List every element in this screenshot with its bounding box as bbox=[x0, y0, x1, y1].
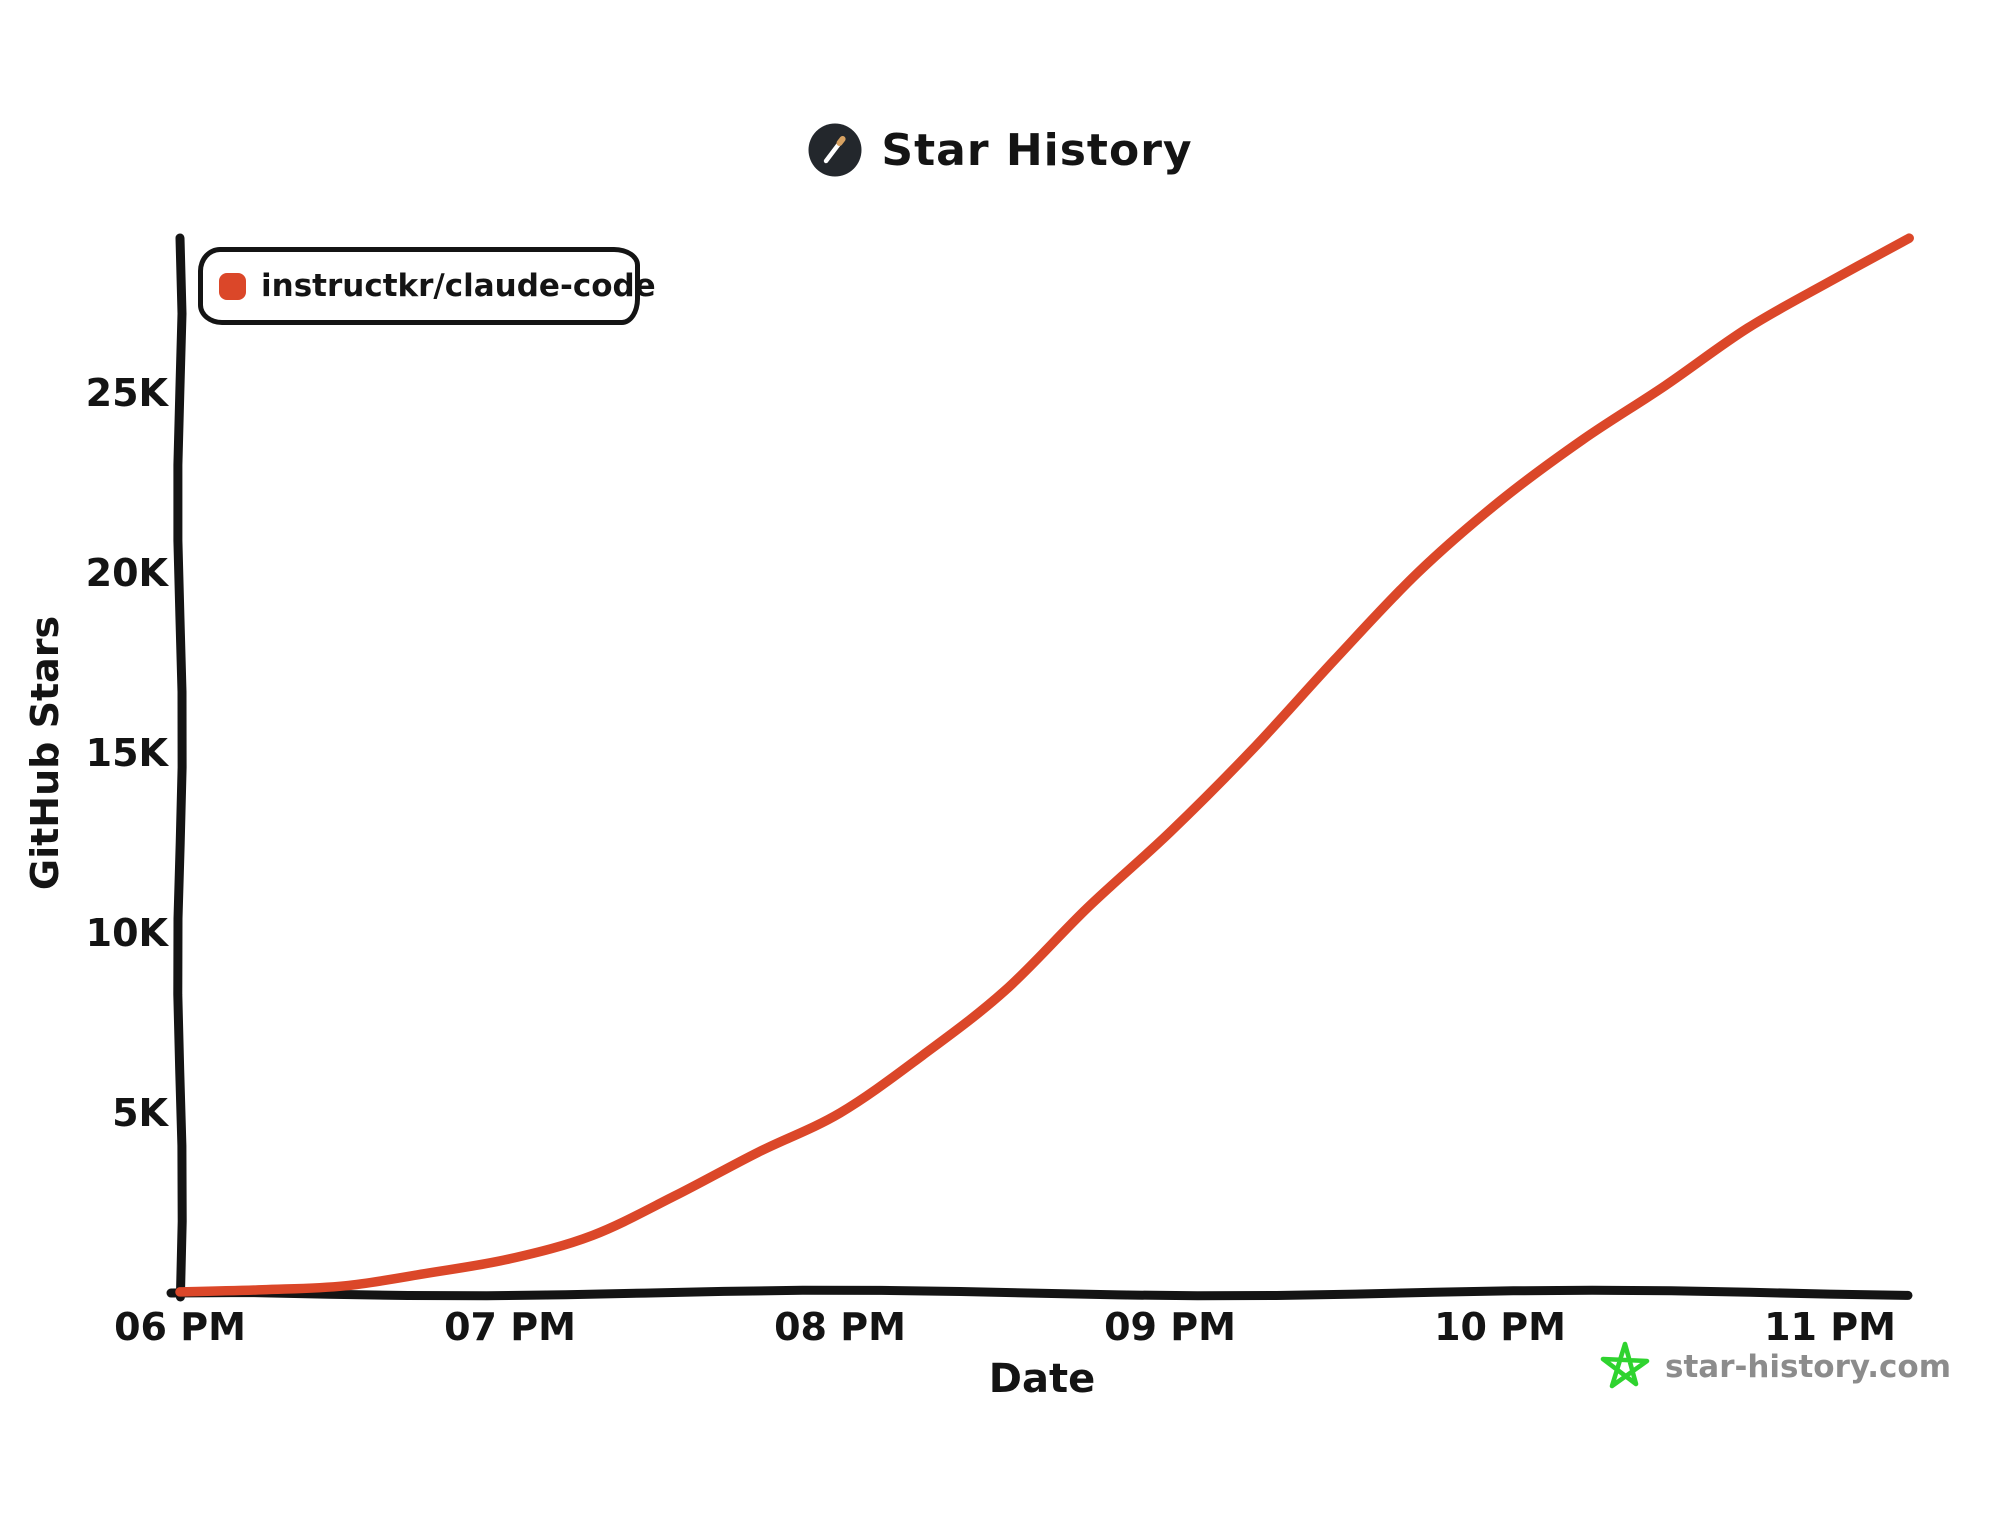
watermark[interactable]: star-history.com bbox=[1598, 1340, 1951, 1394]
watermark-text: star-history.com bbox=[1665, 1349, 1952, 1385]
y-tick-labels: 5K 10K 15K 20K 25K bbox=[86, 371, 170, 1135]
legend-label: instructkr/claude-code bbox=[261, 268, 656, 304]
x-tick-label: 11 PM bbox=[1764, 1305, 1896, 1349]
x-tick-label: 08 PM bbox=[774, 1305, 906, 1349]
page-title: Star History bbox=[881, 124, 1193, 176]
legend[interactable]: instructkr/claude-code bbox=[198, 247, 656, 325]
green-star-icon bbox=[1600, 1341, 1650, 1389]
x-tick-labels: 06 PM 07 PM 08 PM 09 PM 10 PM 11 PM bbox=[114, 1305, 1896, 1349]
x-tick-label: 07 PM bbox=[444, 1305, 576, 1349]
x-tick-label: 10 PM bbox=[1434, 1305, 1566, 1349]
y-tick-label: 25K bbox=[86, 371, 170, 415]
y-tick-label: 20K bbox=[86, 551, 170, 595]
y-tick-label: 10K bbox=[86, 911, 170, 955]
x-tick-label: 06 PM bbox=[114, 1305, 246, 1349]
y-axis bbox=[173, 233, 187, 1302]
y-tick-label: 5K bbox=[112, 1091, 169, 1135]
y-tick-label: 15K bbox=[86, 731, 170, 775]
x-tick-label: 09 PM bbox=[1104, 1305, 1236, 1349]
x-axis-title: Date bbox=[989, 1356, 1095, 1402]
y-axis-title: GitHub Stars bbox=[23, 616, 67, 890]
x-axis bbox=[166, 1285, 1913, 1301]
series-line-instructkr-claude-code[interactable] bbox=[175, 233, 1914, 1297]
chart-header: Star History bbox=[0, 122, 2000, 178]
legend-marker bbox=[219, 272, 246, 300]
pencil-circle-icon bbox=[808, 123, 862, 177]
